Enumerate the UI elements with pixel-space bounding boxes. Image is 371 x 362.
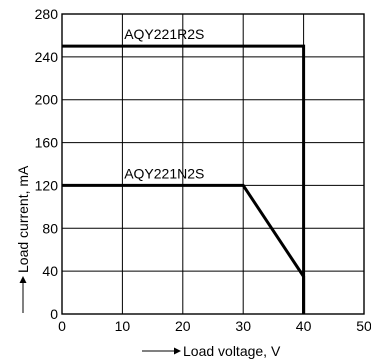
- x-tick-label-2: 20: [175, 318, 191, 334]
- series-line-1: [62, 183, 306, 314]
- y-tick-label-4: 160: [35, 135, 59, 151]
- y-tick-label-1: 40: [42, 263, 58, 279]
- y-tick-label-7: 280: [35, 6, 59, 22]
- y-axis-arrow-head: [19, 276, 27, 283]
- series-labels: AQY221R2S AQY221N2S: [124, 26, 204, 181]
- y-tick-label-6: 240: [35, 49, 59, 65]
- x-tick-label-5: 50: [356, 318, 371, 334]
- x-tick-label-0: 0: [58, 318, 66, 334]
- y-tick-label-2: 80: [42, 220, 58, 236]
- y-tick-labels: 0 40 80 120 160 200 240 280: [35, 6, 59, 322]
- plot-frame: [61, 13, 365, 315]
- x-tick-label-4: 40: [296, 318, 312, 334]
- series-group: [62, 44, 306, 314]
- x-tick-label-1: 10: [115, 318, 131, 334]
- series-label-1: AQY221N2S: [124, 165, 204, 181]
- y-tick-label-5: 200: [35, 92, 59, 108]
- x-tick-labels: 0 10 20 30 40 50: [58, 318, 371, 334]
- y-tick-label-3: 120: [35, 177, 59, 193]
- y-axis-title: Load current, mA: [15, 165, 31, 273]
- y-tick-label-0: 0: [50, 306, 58, 322]
- x-axis-title: Load voltage, V: [183, 343, 281, 359]
- x-axis-arrow-head: [174, 347, 181, 355]
- x-tick-label-3: 30: [235, 318, 251, 334]
- series-label-0: AQY221R2S: [124, 26, 204, 42]
- series-line-0: [62, 44, 306, 314]
- grid-lines: [61, 13, 365, 315]
